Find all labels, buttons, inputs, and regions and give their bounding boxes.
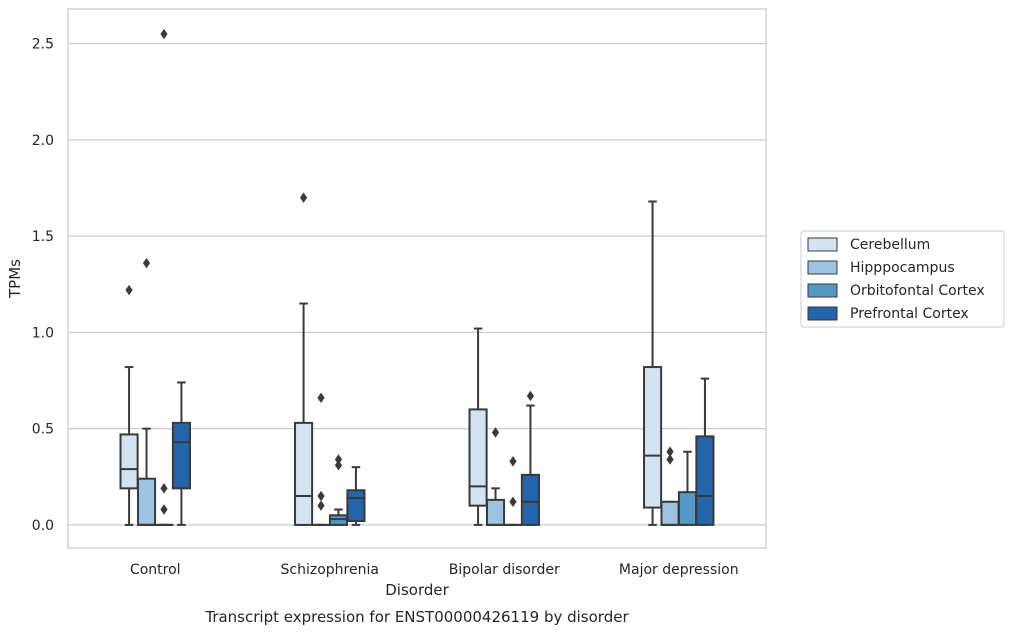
outlier-point	[509, 496, 517, 507]
legend-item: Orbitofontal Cortex	[807, 283, 985, 299]
x-tick-label: Bipolar disorder	[449, 562, 560, 578]
box-group	[294, 192, 314, 526]
y-tick-labels: 0.0 0.5 1.0 1.5 2.0 2.5	[32, 37, 54, 534]
box	[695, 435, 715, 526]
legend-frame	[800, 230, 1005, 328]
x-tick-labels: Control Schizophrenia Bipolar disorder Majo…	[130, 562, 739, 578]
y-tick-label: 2.5	[32, 37, 54, 53]
x-tick-label: Major depression	[619, 562, 739, 578]
outlier-point	[160, 28, 168, 40]
legend: Cerebellum Hipppocampus Orbitofontal Corte…	[800, 230, 1005, 328]
outlier-point	[317, 500, 325, 511]
box-group	[171, 381, 191, 526]
legend-item: Hipppocampus	[807, 260, 955, 276]
outlier-point	[299, 192, 308, 203]
box-group	[346, 466, 366, 526]
legend-swatch	[807, 260, 838, 275]
legend-item: Prefrontal Cortex	[807, 306, 969, 322]
box	[119, 433, 139, 490]
box-group	[677, 450, 698, 526]
outlier-point	[509, 456, 517, 467]
box	[468, 408, 488, 507]
legend-item: Cerebellum	[807, 237, 930, 253]
legend-swatch	[807, 283, 838, 298]
outlier-point	[334, 460, 343, 471]
box-group	[154, 28, 174, 526]
legend-swatch	[807, 306, 838, 321]
y-tick-label: 1.5	[32, 229, 54, 245]
box-group	[119, 284, 139, 526]
box-group	[311, 392, 331, 526]
box-group	[485, 427, 506, 526]
box	[660, 500, 680, 526]
box-group	[503, 456, 523, 526]
box	[171, 421, 191, 490]
outlier-point	[160, 483, 168, 494]
box-group	[643, 200, 663, 526]
box-group	[695, 377, 715, 526]
box-group	[136, 257, 157, 526]
y-tick-label: 1.0	[32, 325, 54, 341]
plot-area-frame	[67, 8, 767, 549]
legend-label: Hipppocampus	[850, 260, 955, 276]
outlier-point	[526, 390, 535, 402]
box	[346, 489, 366, 523]
box-group	[468, 327, 488, 526]
box	[643, 366, 663, 509]
outlier-point	[142, 257, 151, 269]
box-group	[660, 446, 680, 526]
outlier-point	[160, 504, 168, 515]
box-group	[328, 454, 349, 526]
box	[520, 473, 540, 526]
legend-swatch	[807, 237, 838, 252]
box	[294, 421, 314, 526]
legend-label: Prefrontal Cortex	[850, 306, 969, 322]
outlier-point	[666, 454, 674, 465]
box-group	[520, 390, 540, 526]
box	[136, 477, 157, 526]
outlier-point	[317, 392, 325, 404]
x-tick-label: Schizophrenia	[281, 562, 379, 578]
y-tick-label: 2.0	[32, 133, 54, 149]
box	[677, 491, 698, 526]
x-tick-label: Control	[130, 562, 181, 578]
legend-label: Cerebellum	[850, 237, 930, 253]
y-tick-label: 0.5	[32, 422, 54, 438]
chart-caption: Transcript expression for ENST0000042611…	[204, 608, 629, 626]
outlier-point	[317, 490, 325, 502]
x-axis-title: Disorder	[385, 581, 449, 599]
box	[485, 498, 506, 526]
outlier-point	[491, 427, 500, 438]
outlier-point	[334, 454, 343, 465]
outlier-point	[666, 446, 674, 457]
box-layer	[119, 28, 715, 526]
outlier-point	[125, 284, 133, 296]
y-axis-title: TPMs	[6, 259, 24, 299]
legend-label: Orbitofontal Cortex	[850, 283, 985, 299]
y-tick-label: 0.0	[32, 518, 54, 534]
